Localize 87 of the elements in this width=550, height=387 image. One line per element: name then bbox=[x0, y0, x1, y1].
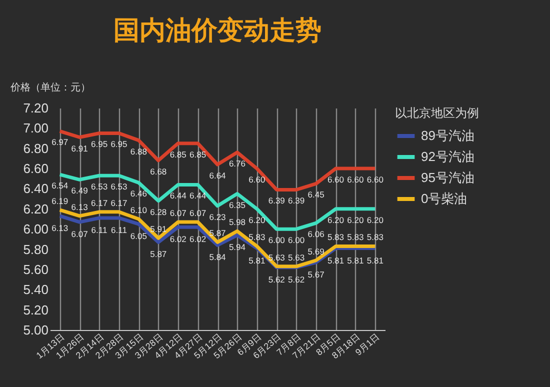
data-label: 6.54 bbox=[52, 180, 68, 191]
data-label: 5.91 bbox=[150, 224, 167, 234]
data-label: 5.81 bbox=[347, 255, 364, 266]
data-label: 6.60 bbox=[327, 174, 344, 185]
y-tick-label: 7.00 bbox=[23, 120, 48, 136]
data-label: 6.39 bbox=[288, 196, 305, 206]
data-label: 6.85 bbox=[190, 149, 206, 160]
data-label: 6.49 bbox=[71, 186, 88, 196]
data-label: 6.07 bbox=[170, 208, 187, 218]
data-label: 6.97 bbox=[52, 137, 68, 148]
data-label: 6.11 bbox=[111, 224, 128, 235]
legend-label: 95号汽油 bbox=[421, 170, 474, 185]
y-tick-label: 6.00 bbox=[23, 222, 48, 237]
data-label: 6.44 bbox=[190, 190, 206, 201]
data-label: 5.83 bbox=[248, 232, 266, 242]
data-label: 6.11 bbox=[91, 224, 108, 235]
data-label: 6.17 bbox=[90, 198, 108, 208]
data-label: 6.46 bbox=[130, 188, 148, 199]
y-tick-label: 6.40 bbox=[23, 181, 48, 196]
legend-label: 89号汽油 bbox=[421, 128, 474, 143]
data-label: 6.60 bbox=[248, 174, 266, 185]
data-label: 6.13 bbox=[71, 202, 88, 212]
data-label: 6.88 bbox=[130, 146, 148, 156]
y-tick-label: 5.40 bbox=[23, 282, 48, 298]
data-label: 5.87 bbox=[150, 249, 167, 260]
data-label: 6.06 bbox=[308, 229, 325, 240]
data-label: 6.17 bbox=[110, 198, 128, 208]
data-label: 6.95 bbox=[90, 139, 108, 150]
data-label: 5.94 bbox=[228, 242, 246, 252]
data-label: 5.81 bbox=[248, 255, 266, 266]
legend-label: 0号柴油 bbox=[421, 191, 468, 206]
data-label: 6.60 bbox=[347, 174, 364, 185]
data-label: 5.63 bbox=[268, 252, 286, 262]
data-label: 6.39 bbox=[268, 196, 286, 206]
data-label: 6.60 bbox=[366, 174, 384, 185]
data-label: 5.69 bbox=[308, 246, 325, 256]
chart-title: 国内油价变动走势 bbox=[114, 15, 322, 45]
y-tick-label: 6.60 bbox=[23, 161, 48, 176]
data-label: 6.28 bbox=[150, 206, 167, 217]
data-label: 5.62 bbox=[288, 274, 305, 284]
data-label: 5.83 bbox=[327, 232, 344, 242]
data-label: 5.67 bbox=[308, 269, 325, 280]
data-label: 6.05 bbox=[130, 231, 148, 242]
y-tick-label: 5.60 bbox=[23, 262, 48, 277]
y-tick-label: 6.80 bbox=[23, 140, 48, 156]
data-label: 5.62 bbox=[268, 274, 286, 284]
data-label: 5.81 bbox=[327, 255, 344, 266]
y-tick-label: 6.20 bbox=[23, 201, 48, 216]
data-label: 6.19 bbox=[52, 196, 68, 206]
data-label: 6.13 bbox=[52, 222, 68, 233]
y-axis-title: 价格（单位：元） bbox=[10, 82, 90, 94]
data-label: 5.83 bbox=[366, 232, 384, 242]
data-label: 6.20 bbox=[327, 214, 344, 225]
data-label: 6.23 bbox=[209, 212, 226, 222]
data-label: 6.00 bbox=[288, 235, 305, 246]
data-label: 6.20 bbox=[347, 214, 364, 225]
data-label: 6.07 bbox=[71, 229, 88, 240]
y-tick-label: 5.80 bbox=[23, 242, 48, 257]
data-label: 5.84 bbox=[209, 252, 226, 262]
data-label: 5.98 bbox=[228, 217, 246, 228]
data-label: 5.83 bbox=[347, 232, 364, 242]
data-label: 6.20 bbox=[248, 214, 266, 225]
data-label: 6.95 bbox=[110, 139, 128, 150]
data-label: 6.02 bbox=[170, 234, 187, 244]
data-label: 5.81 bbox=[366, 255, 384, 266]
legend-title: 以北京地区为例 bbox=[395, 106, 479, 120]
data-label: 6.76 bbox=[228, 158, 246, 168]
data-label: 6.10 bbox=[130, 205, 148, 215]
y-tick-label: 7.20 bbox=[23, 100, 48, 116]
data-label: 5.87 bbox=[209, 228, 226, 238]
data-label: 6.35 bbox=[228, 200, 246, 210]
data-label: 6.85 bbox=[170, 149, 187, 160]
data-label: 6.91 bbox=[71, 143, 88, 154]
data-label: 6.44 bbox=[170, 190, 187, 201]
data-label: 6.20 bbox=[366, 214, 384, 225]
data-label: 6.64 bbox=[209, 170, 226, 181]
data-label: 6.68 bbox=[150, 166, 167, 176]
y-tick-label: 5.00 bbox=[23, 322, 48, 338]
data-label: 6.53 bbox=[90, 182, 108, 192]
data-label: 6.07 bbox=[190, 208, 206, 218]
y-tick-label: 5.20 bbox=[23, 302, 48, 318]
data-label: 6.45 bbox=[308, 190, 325, 200]
data-label: 6.02 bbox=[190, 234, 206, 244]
data-label: 5.63 bbox=[288, 252, 305, 262]
legend-label: 92号汽油 bbox=[421, 149, 474, 164]
data-label: 6.53 bbox=[110, 182, 128, 192]
data-label: 6.00 bbox=[268, 235, 286, 246]
